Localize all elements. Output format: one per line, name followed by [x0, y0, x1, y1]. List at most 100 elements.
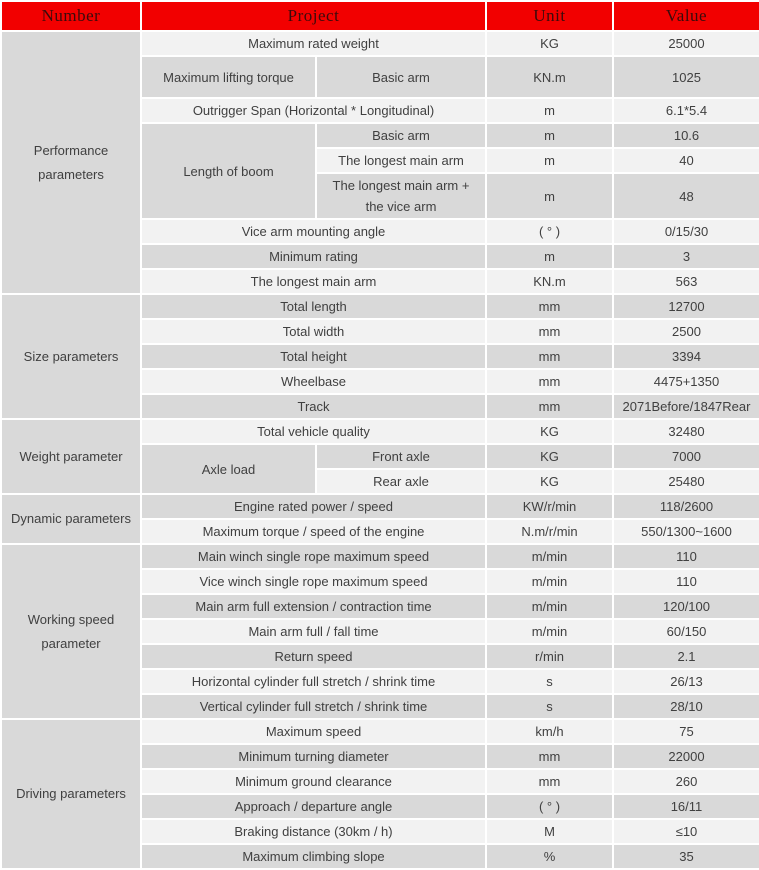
value-cell: ≤10 — [612, 818, 759, 845]
value-cell: 32480 — [612, 418, 759, 445]
section-label: Driving parameters — [0, 718, 142, 870]
project-cell: Braking distance (30km / h) — [140, 818, 487, 845]
unit-cell: m — [485, 97, 614, 124]
project-cell: Outrigger Span (Horizontal * Longitudina… — [140, 97, 487, 124]
project-cell: Total length — [140, 293, 487, 320]
value-cell: 110 — [612, 543, 759, 570]
value-cell: 7000 — [612, 443, 759, 470]
table-row: Wheelbase mm 4475+1350 — [1, 368, 759, 395]
project-cell: Maximum rated weight — [140, 30, 487, 57]
value-cell: 22000 — [612, 743, 759, 770]
value-cell: 118/2600 — [612, 493, 759, 520]
table-row: Rear axle KG 25480 — [1, 468, 759, 495]
unit-cell: m — [485, 172, 614, 220]
value-cell: 120/100 — [612, 593, 759, 620]
value-cell: 1025 — [612, 55, 759, 99]
unit-cell: mm — [485, 768, 614, 795]
project-cell: Total width — [140, 318, 487, 345]
unit-cell: m/min — [485, 543, 614, 570]
value-cell: 3 — [612, 243, 759, 270]
project-cell: The longest main arm — [140, 268, 487, 295]
unit-cell: mm — [485, 293, 614, 320]
project-cell: Vertical cylinder full stretch / shrink … — [140, 693, 487, 720]
table-row: Maximum lifting torque Basic arm KN.m 1025 — [1, 55, 759, 99]
spec-table-body: Performance parameters Maximum rated weig… — [0, 30, 759, 870]
unit-cell: m/min — [485, 568, 614, 595]
table-row: Axle load Front axle KG 7000 — [1, 443, 759, 495]
unit-cell: ( ° ) — [485, 218, 614, 245]
value-cell: 16/11 — [612, 793, 759, 820]
project-right-cell: The longest main arm + the vice arm — [315, 172, 487, 220]
unit-cell: s — [485, 693, 614, 720]
unit-cell: mm — [485, 393, 614, 420]
project-cell: Engine rated power / speed — [140, 493, 487, 520]
value-cell: 2500 — [612, 318, 759, 345]
table-row: Track mm 2071Before/1847Rear — [1, 393, 759, 420]
value-cell: 10.6 — [612, 122, 759, 149]
header-cell-value: Value — [612, 0, 759, 32]
value-cell: 3394 — [612, 343, 759, 370]
value-cell: 28/10 — [612, 693, 759, 720]
unit-cell: KG — [485, 418, 614, 445]
value-cell: 60/150 — [612, 618, 759, 645]
project-right-cell: Basic arm — [315, 122, 487, 149]
value-cell: 4475+1350 — [612, 368, 759, 395]
table-row: Working speed parameter Main winch single… — [0, 543, 759, 720]
project-cell: Return speed — [140, 643, 487, 670]
project-right-cell: The longest main arm — [315, 147, 487, 174]
unit-cell: m — [485, 147, 614, 174]
table-row: Total width mm 2500 — [1, 318, 759, 345]
unit-cell: mm — [485, 743, 614, 770]
project-cell: Minimum rating — [140, 243, 487, 270]
project-cell: Maximum torque / speed of the engine — [140, 518, 487, 545]
section-label: Dynamic parameters — [0, 493, 142, 545]
section-label: Performance parameters — [0, 30, 142, 295]
project-cell: Main arm full / fall time — [140, 618, 487, 645]
value-cell: 12700 — [612, 293, 759, 320]
unit-cell: KN.m — [485, 55, 614, 99]
table-row: Main arm full / fall time m/min 60/150 — [1, 618, 759, 645]
table-row: Size parameters Total length mm 12700 — [0, 293, 759, 420]
value-cell: 2071Before/1847Rear — [612, 393, 759, 420]
value-cell: 26/13 — [612, 668, 759, 695]
value-cell: 35 — [612, 843, 759, 870]
table-row: The longest main arm + the vice arm m 48 — [1, 172, 759, 220]
project-cell: Main winch single rope maximum speed — [140, 543, 487, 570]
unit-cell: KN.m — [485, 268, 614, 295]
project-cell: Minimum turning diameter — [140, 743, 487, 770]
table-row: Return speed r/min 2.1 — [1, 643, 759, 670]
project-cell: Horizontal cylinder full stretch / shrin… — [140, 668, 487, 695]
project-cell: Track — [140, 393, 487, 420]
project-cell: Main arm full extension / contraction ti… — [140, 593, 487, 620]
section-label: Size parameters — [0, 293, 142, 420]
table-row: Vice arm mounting angle( ° ) 0/15/30 — [1, 218, 759, 245]
table-row: Vice winch single rope maximum speed m/mi… — [1, 568, 759, 595]
table-row: Weight parameter Total vehicle quality KG 3… — [0, 418, 759, 495]
table-row: Horizontal cylinder full stretch / shrin… — [1, 668, 759, 695]
unit-cell: m — [485, 243, 614, 270]
table-row: Minimum turning diameter mm 22000 — [1, 743, 759, 770]
value-cell: 110 — [612, 568, 759, 595]
value-cell: 550/1300~1600 — [612, 518, 759, 545]
unit-cell: mm — [485, 318, 614, 345]
table-row: Maximum torque / speed of the engine N.m/… — [1, 518, 759, 545]
unit-cell: km/h — [485, 718, 614, 745]
value-cell: 6.1*5.4 — [612, 97, 759, 124]
unit-cell: ( ° ) — [485, 793, 614, 820]
unit-cell: mm — [485, 368, 614, 395]
value-cell: 48 — [612, 172, 759, 220]
header-row: Number Project Unit Value — [0, 0, 759, 32]
unit-cell: % — [485, 843, 614, 870]
table-row: Driving parameters Maximum speed km/h 75 — [0, 718, 759, 870]
value-cell: 75 — [612, 718, 759, 745]
table-row: Length of boom Basic arm m 10.6 — [1, 122, 759, 220]
project-cell: Total height — [140, 343, 487, 370]
project-cell: Vice arm mounting angle — [140, 218, 487, 245]
section-label: Weight parameter — [0, 418, 142, 495]
table-row: Dynamic parameters Engine rated power / s… — [0, 493, 759, 545]
value-cell: 563 — [612, 268, 759, 295]
project-cell: Maximum climbing slope — [140, 843, 487, 870]
unit-cell: M — [485, 818, 614, 845]
table-row: The longest main arm m 40 — [1, 147, 759, 174]
